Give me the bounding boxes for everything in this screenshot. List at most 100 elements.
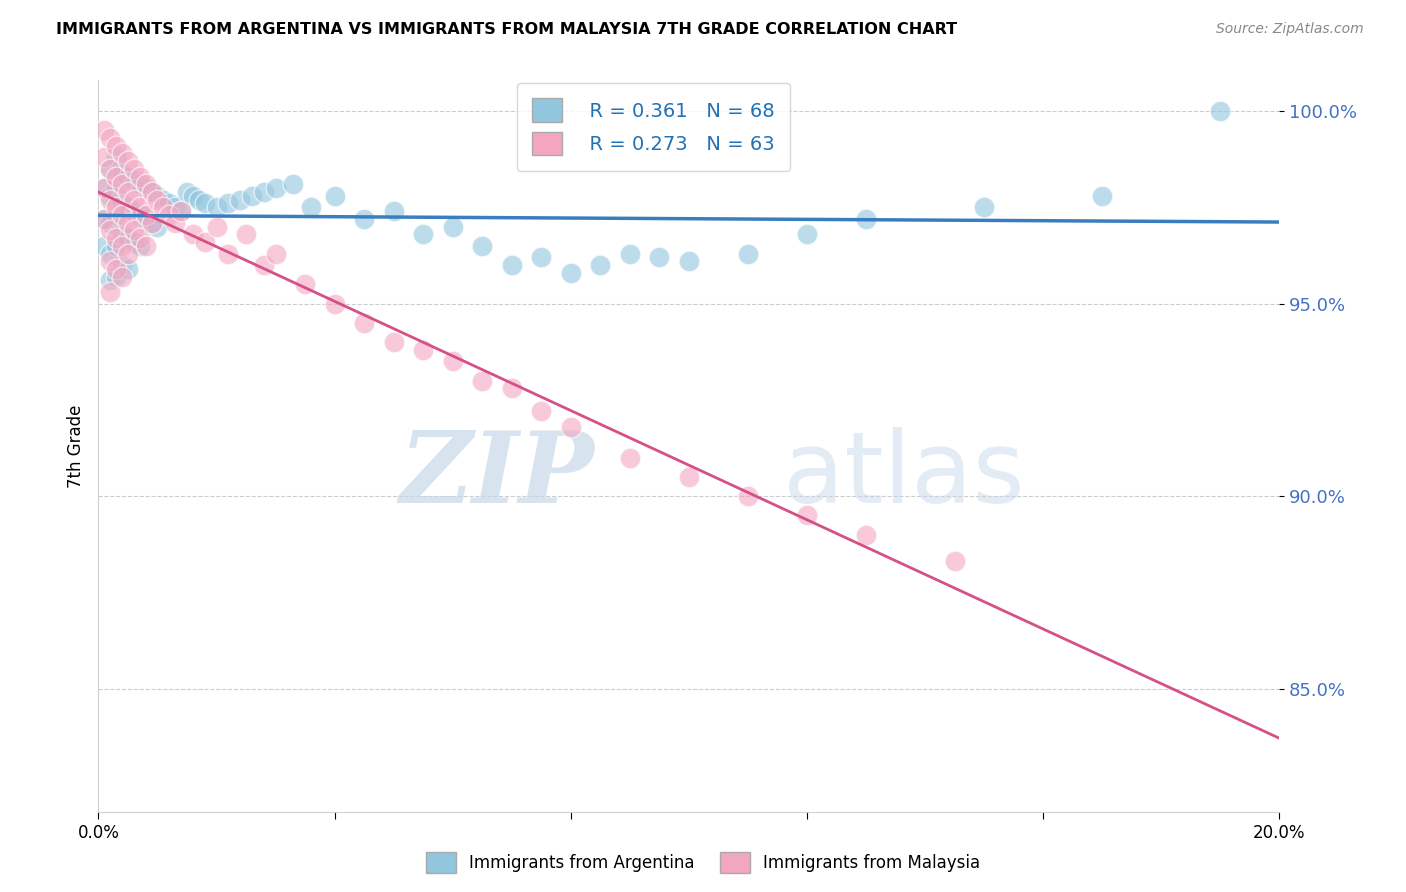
Point <box>146 188 169 202</box>
Point <box>93 211 115 226</box>
Point <box>235 227 257 242</box>
Point <box>1091 188 1114 202</box>
Point <box>187 193 209 207</box>
Point <box>122 223 145 237</box>
Point <box>141 216 163 230</box>
Point <box>98 161 121 176</box>
Point <box>471 239 494 253</box>
Point <box>98 216 121 230</box>
Point <box>382 204 405 219</box>
Point <box>181 227 204 242</box>
Point <box>737 489 759 503</box>
Point <box>93 181 115 195</box>
Point <box>240 188 263 202</box>
Point <box>135 181 157 195</box>
Point <box>105 269 128 284</box>
Point <box>122 161 145 176</box>
Point <box>105 169 128 184</box>
Point <box>471 374 494 388</box>
Point <box>98 254 121 268</box>
Point <box>323 296 346 310</box>
Point <box>135 208 157 222</box>
Point <box>441 354 464 368</box>
Point <box>105 239 128 253</box>
Point <box>117 246 139 260</box>
Point <box>194 235 217 249</box>
Point <box>157 196 180 211</box>
Point <box>111 258 134 272</box>
Point <box>105 150 128 164</box>
Point <box>796 508 818 523</box>
Point <box>152 193 174 207</box>
Point <box>111 208 134 222</box>
Point <box>98 193 121 207</box>
Point <box>117 185 139 199</box>
Point <box>264 181 287 195</box>
Point <box>1209 104 1232 119</box>
Point <box>648 251 671 265</box>
Point <box>441 219 464 234</box>
Point <box>353 211 375 226</box>
Text: IMMIGRANTS FROM ARGENTINA VS IMMIGRANTS FROM MALAYSIA 7TH GRADE CORRELATION CHAR: IMMIGRANTS FROM ARGENTINA VS IMMIGRANTS … <box>56 22 957 37</box>
Point <box>157 208 180 222</box>
Point <box>98 161 121 176</box>
Point <box>146 193 169 207</box>
Point <box>111 227 134 242</box>
Point <box>135 211 157 226</box>
Point <box>217 196 239 211</box>
Point <box>117 154 139 169</box>
Point <box>560 266 582 280</box>
Point <box>111 196 134 211</box>
Point <box>98 223 121 237</box>
Point <box>530 251 553 265</box>
Point <box>181 188 204 202</box>
Point <box>117 261 139 276</box>
Point <box>122 204 145 219</box>
Point <box>98 246 121 260</box>
Point <box>796 227 818 242</box>
Point <box>105 208 128 222</box>
Point <box>589 258 612 272</box>
Point <box>93 211 115 226</box>
Point <box>165 200 187 214</box>
Point <box>323 188 346 202</box>
Point <box>98 131 121 145</box>
Point <box>111 269 134 284</box>
Point <box>141 185 163 199</box>
Point <box>98 285 121 299</box>
Point <box>117 216 139 230</box>
Point <box>122 235 145 249</box>
Point <box>98 273 121 287</box>
Point <box>111 166 134 180</box>
Point <box>412 227 434 242</box>
Point <box>264 246 287 260</box>
Point <box>205 219 228 234</box>
Point <box>93 123 115 137</box>
Text: ZIP: ZIP <box>399 427 595 524</box>
Point <box>229 193 252 207</box>
Point <box>294 277 316 292</box>
Point <box>93 150 115 164</box>
Point <box>560 419 582 434</box>
Point <box>170 204 193 219</box>
Point <box>165 216 187 230</box>
Legend: Immigrants from Argentina, Immigrants from Malaysia: Immigrants from Argentina, Immigrants fr… <box>419 846 987 880</box>
Point <box>530 404 553 418</box>
Point <box>141 185 163 199</box>
Point <box>217 246 239 260</box>
Text: atlas: atlas <box>783 426 1025 524</box>
Point <box>737 246 759 260</box>
Point <box>93 239 115 253</box>
Point <box>253 185 276 199</box>
Point <box>146 219 169 234</box>
Point <box>111 239 134 253</box>
Point <box>122 173 145 187</box>
Point <box>128 169 150 184</box>
Point <box>105 200 128 214</box>
Point <box>128 200 150 214</box>
Point <box>117 231 139 245</box>
Point <box>122 193 145 207</box>
Point <box>205 200 228 214</box>
Point <box>855 211 877 226</box>
Point <box>152 200 174 214</box>
